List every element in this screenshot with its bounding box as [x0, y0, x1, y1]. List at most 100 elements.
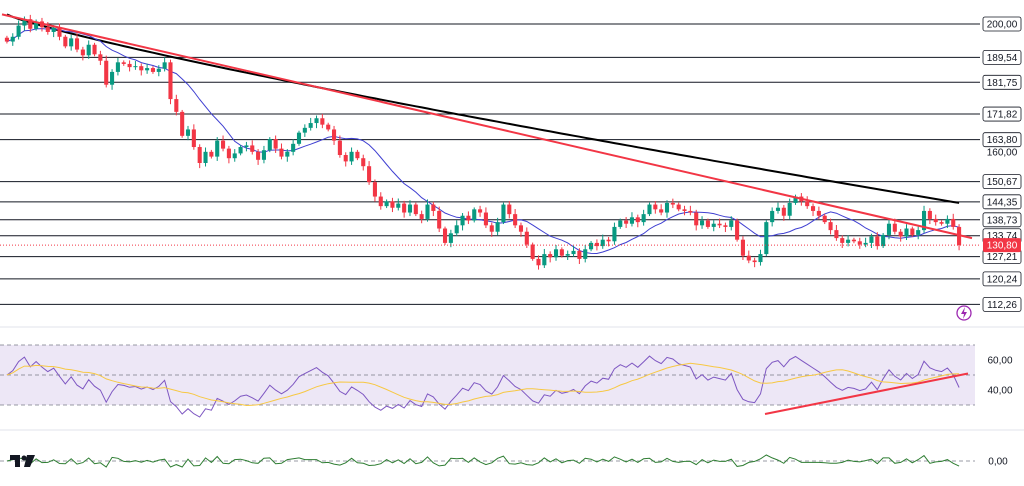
price-tick-label: 138,73 [987, 215, 1018, 226]
logo-shape-b [24, 455, 35, 467]
candle-body [659, 209, 664, 213]
candle-body [840, 238, 845, 243]
candle-body [881, 234, 886, 247]
price-tick: 200,00 [982, 16, 1022, 32]
candle-body [594, 242, 599, 247]
candle-body [536, 258, 541, 266]
price-tick: 181,75 [982, 74, 1022, 90]
candle-body [28, 19, 33, 29]
candle-body [752, 260, 757, 263]
price-tick: 138,73 [982, 212, 1022, 228]
candle-body [209, 151, 214, 157]
candle-body [951, 218, 956, 227]
logo-shape-a [10, 455, 20, 467]
candle-body [320, 118, 325, 125]
candle-body [787, 202, 792, 216]
candle-body [110, 71, 115, 85]
candle-body [448, 233, 453, 243]
candle-body [302, 127, 307, 133]
candle-body [501, 204, 506, 223]
candle-body [267, 139, 272, 151]
candle-body [834, 230, 839, 239]
candle-body [735, 220, 740, 240]
trendlines [1, 13, 973, 240]
candle-body [185, 129, 191, 136]
candle-body [156, 68, 161, 72]
candle-body [542, 254, 547, 266]
candle-body [413, 204, 418, 215]
candle-body [361, 158, 366, 167]
candle-body [331, 129, 337, 141]
current-price-box [983, 238, 1021, 253]
candle-body [793, 196, 798, 203]
candle-body [530, 244, 535, 259]
candle-body [682, 209, 687, 211]
trendline-down [1, 13, 973, 240]
candle-body [145, 68, 150, 71]
candle-body [676, 204, 681, 210]
candle-body [314, 118, 319, 124]
candle-body [688, 210, 693, 213]
price-tick-box [982, 16, 1022, 32]
candle-body [851, 239, 856, 242]
price-tick-box [982, 271, 1022, 287]
price-tick-box [982, 106, 1022, 122]
alert-icon[interactable] [956, 305, 972, 321]
candle-body [162, 62, 167, 69]
candle-body [723, 225, 728, 227]
candle-body [629, 217, 635, 224]
candle-body [431, 204, 436, 211]
candle-body [133, 66, 138, 68]
current-price-label: 130,80 [987, 241, 1018, 252]
candle-body [583, 249, 588, 259]
candle-body [711, 223, 716, 227]
candle-body [180, 111, 185, 136]
candle-body [764, 222, 769, 255]
candle-body [22, 19, 27, 26]
candle-body [74, 38, 80, 50]
candle-body [846, 239, 851, 243]
candle-body [296, 132, 302, 144]
candle-body [548, 254, 553, 258]
candle-body [618, 220, 623, 227]
price-tick-label: 189,54 [987, 53, 1018, 64]
candle-body [875, 236, 880, 247]
price-tick-label: 200,00 [987, 19, 1018, 30]
candle-body [559, 249, 564, 256]
candle-body [822, 215, 827, 223]
price-tick-box [982, 194, 1022, 210]
price-tick: 171,82 [982, 106, 1022, 122]
candle-body [203, 151, 208, 163]
candle-body [518, 225, 524, 232]
candle-body [863, 242, 868, 245]
candle-body [244, 145, 249, 148]
price-tick-box [982, 296, 1022, 312]
candle-body [892, 223, 897, 232]
candle-body [69, 38, 74, 47]
candle-body [419, 214, 424, 219]
candle-body [729, 220, 734, 227]
candle-body [647, 204, 652, 215]
price-tick-label: 112,26 [987, 300, 1017, 311]
candle-body [425, 204, 430, 219]
candle-body [577, 250, 582, 259]
candle-body [45, 27, 50, 32]
candle-body [92, 44, 97, 55]
candle-body [781, 207, 786, 216]
candle-body [250, 145, 255, 152]
candle-body [367, 166, 372, 183]
ma-short-line [6, 28, 960, 255]
candle-body [524, 231, 529, 245]
price-tick: 120,24 [982, 271, 1022, 287]
candle-body [10, 36, 15, 42]
candle-body [770, 210, 775, 223]
candle-body [355, 151, 360, 159]
candle-body [384, 201, 389, 207]
candle-body [910, 228, 915, 235]
candle-body [139, 66, 144, 71]
candle-body [63, 36, 68, 47]
candle-body [261, 150, 266, 160]
candle-body [168, 62, 173, 100]
